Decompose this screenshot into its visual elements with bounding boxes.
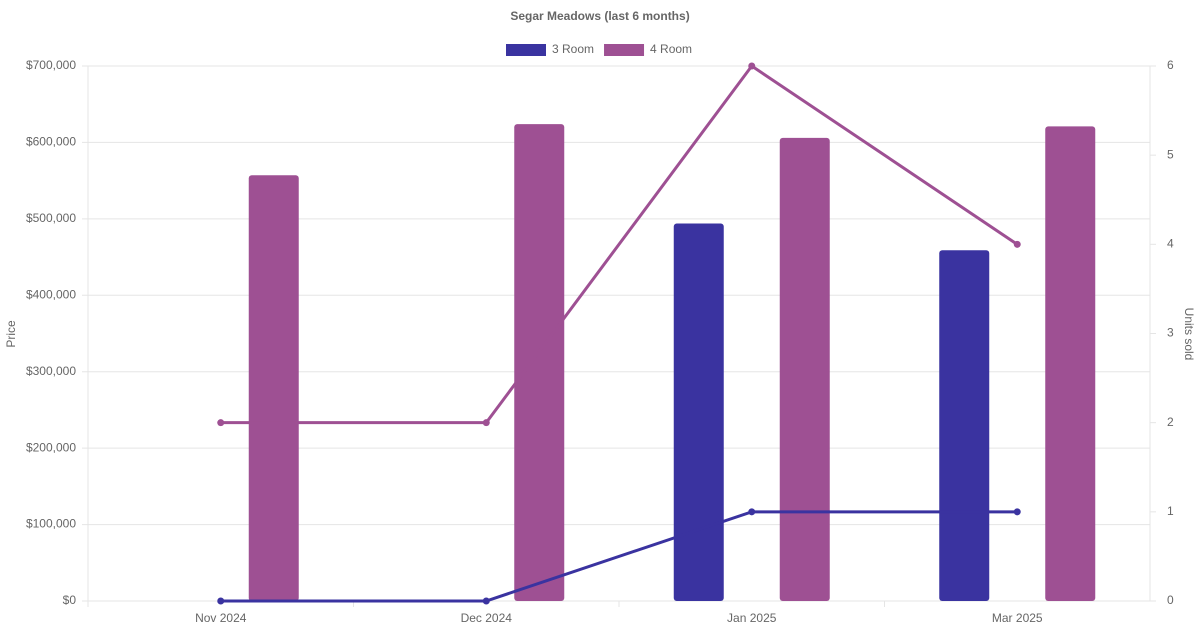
y-tick-label: $400,000 bbox=[26, 287, 76, 301]
y2-tick-label: 0 bbox=[1167, 593, 1174, 607]
y-tick-label: $100,000 bbox=[26, 517, 76, 531]
y-tick-label: $300,000 bbox=[26, 364, 76, 378]
bar bbox=[514, 124, 565, 601]
y2-tick-label: 1 bbox=[1167, 504, 1174, 518]
x-tick-label: Nov 2024 bbox=[195, 611, 247, 625]
line bbox=[220, 63, 1019, 425]
y-axis-title: Price bbox=[4, 320, 18, 348]
y-tick-label: $500,000 bbox=[26, 211, 76, 225]
point bbox=[748, 508, 756, 516]
legend-label: 4 Room bbox=[650, 42, 692, 56]
y2-tick-label: 4 bbox=[1167, 237, 1174, 251]
y-tick-label: $0 bbox=[63, 593, 77, 607]
point bbox=[1013, 508, 1021, 516]
legend-swatch bbox=[506, 44, 546, 56]
bar bbox=[673, 223, 724, 601]
x-tick-label: Mar 2025 bbox=[992, 611, 1043, 625]
bar bbox=[779, 137, 830, 602]
y2-tick-label: 6 bbox=[1167, 58, 1174, 72]
point bbox=[482, 419, 490, 427]
point bbox=[1013, 240, 1021, 248]
point bbox=[482, 597, 490, 605]
point bbox=[748, 62, 756, 70]
legend-label: 3 Room bbox=[552, 42, 594, 56]
x-tick-label: Jan 2025 bbox=[727, 611, 777, 625]
y2-axis-title: Units sold bbox=[1182, 308, 1196, 361]
y-tick-label: $700,000 bbox=[26, 58, 76, 72]
y-tick-label: $600,000 bbox=[26, 135, 76, 149]
point bbox=[217, 419, 225, 427]
bar bbox=[248, 175, 299, 602]
point bbox=[217, 597, 225, 605]
y-tick-label: $200,000 bbox=[26, 440, 76, 454]
x-tick-label: Dec 2024 bbox=[461, 611, 513, 625]
bar bbox=[939, 250, 990, 601]
chart-title: Segar Meadows (last 6 months) bbox=[510, 9, 689, 23]
y2-tick-label: 3 bbox=[1167, 326, 1174, 340]
line bbox=[220, 510, 1018, 603]
legend-swatch bbox=[604, 44, 645, 56]
y2-tick-label: 5 bbox=[1167, 147, 1174, 161]
y2-tick-label: 2 bbox=[1167, 415, 1174, 429]
bar bbox=[1045, 126, 1096, 601]
